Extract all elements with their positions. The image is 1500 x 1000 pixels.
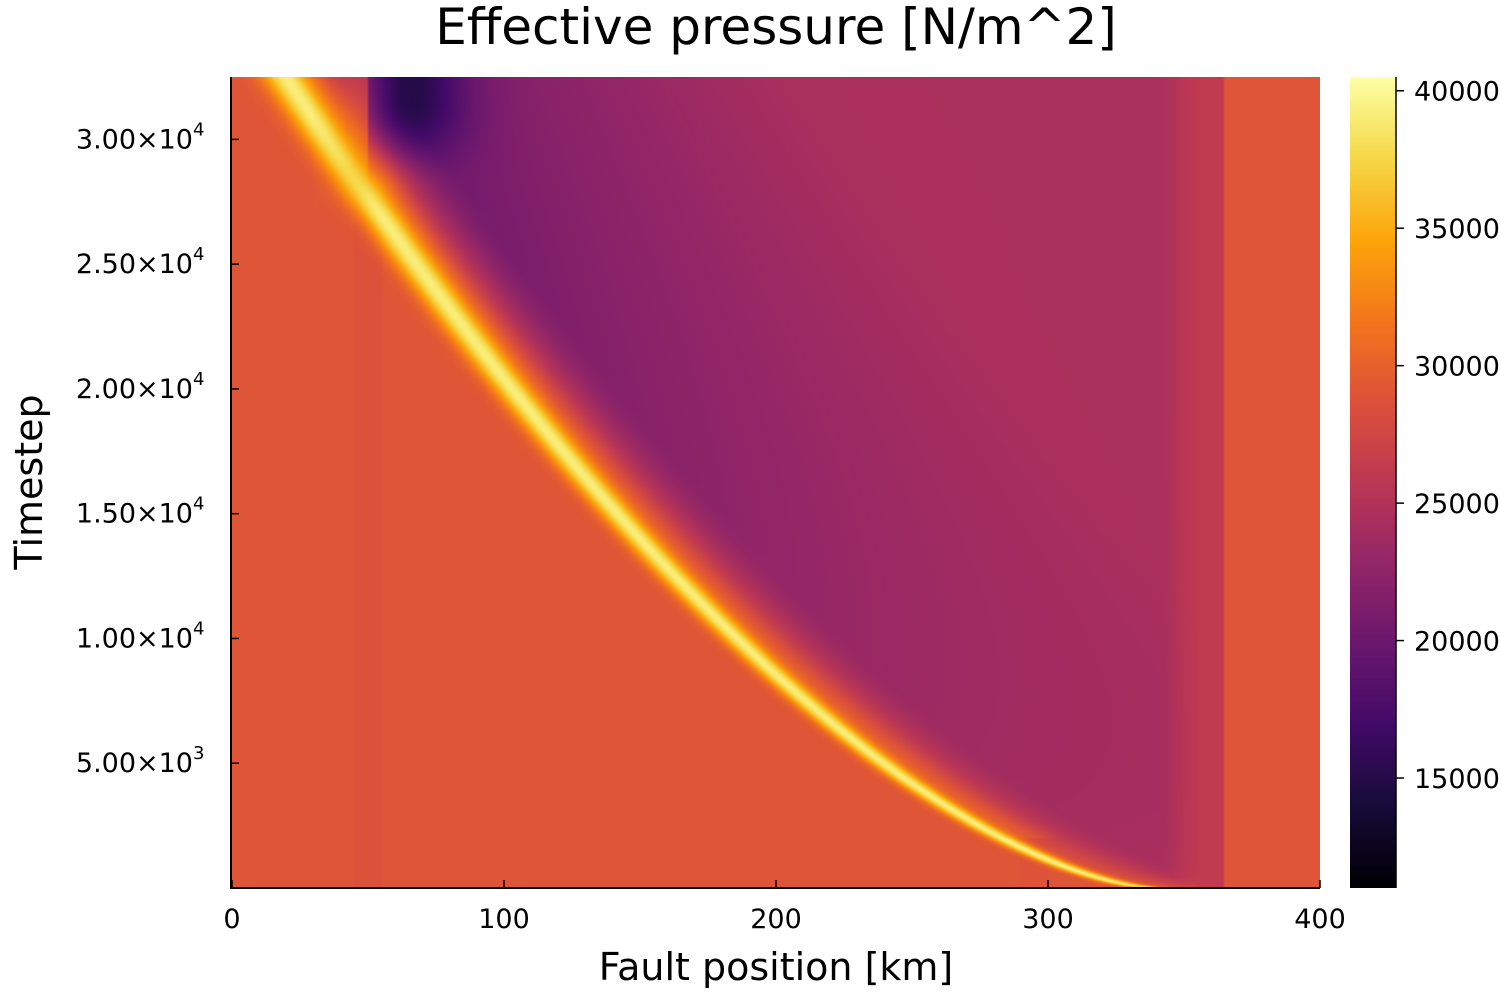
y-tick-exponent: 4 — [193, 618, 204, 639]
colorbar: 15000 20000 25000 30000 35000 40000 — [1350, 77, 1500, 888]
colorbar-tick-label: 20000 — [1414, 627, 1500, 658]
y-tick-exponent: 4 — [193, 119, 204, 140]
y-tick-exponent: 4 — [193, 494, 204, 515]
colorbar-tick-label: 40000 — [1414, 77, 1500, 108]
y-tick-labels: 5.00×10 31.00×10 41.50×10 42.00×10 42.50×10 4… — [76, 119, 239, 779]
x-tick-label: 200 — [750, 904, 802, 935]
y-tick-label: 3.00×10 — [76, 124, 193, 155]
colorbar-tick-label: 30000 — [1414, 352, 1500, 383]
colorbar-tick-label: 15000 — [1414, 764, 1500, 795]
y-tick-label: 1.50×10 — [76, 499, 193, 530]
y-tick-label: 2.50×10 — [76, 249, 193, 280]
y-tick-exponent: 4 — [193, 244, 204, 265]
x-tick-label: 400 — [1294, 904, 1346, 935]
y-tick-exponent: 4 — [193, 369, 204, 390]
heatmap-area — [232, 77, 1320, 888]
x-tick-label: 300 — [1022, 904, 1074, 935]
colorbar-tick-labels: 15000 20000 25000 30000 35000 40000 — [1396, 77, 1500, 795]
chart-title: Effective pressure [N/m^2] — [435, 0, 1117, 56]
colorbar-tick-label: 25000 — [1414, 489, 1500, 520]
colorbar-tick-label: 35000 — [1414, 214, 1500, 245]
y-tick-exponent: 3 — [193, 743, 204, 764]
y-axis-label: Timestep — [7, 394, 51, 570]
y-tick-label: 5.00×10 — [76, 748, 193, 779]
y-tick-label: 1.00×10 — [76, 623, 193, 654]
colorbar-gradient — [1350, 77, 1396, 888]
x-tick-labels: 0 100 200 300 400 — [223, 880, 1346, 935]
x-axis-label: Fault position [km] — [599, 945, 954, 989]
y-tick-label: 2.00×10 — [76, 374, 193, 405]
heatmap-image — [232, 77, 1320, 888]
x-tick-label: 0 — [223, 904, 240, 935]
x-tick-label: 100 — [478, 904, 530, 935]
